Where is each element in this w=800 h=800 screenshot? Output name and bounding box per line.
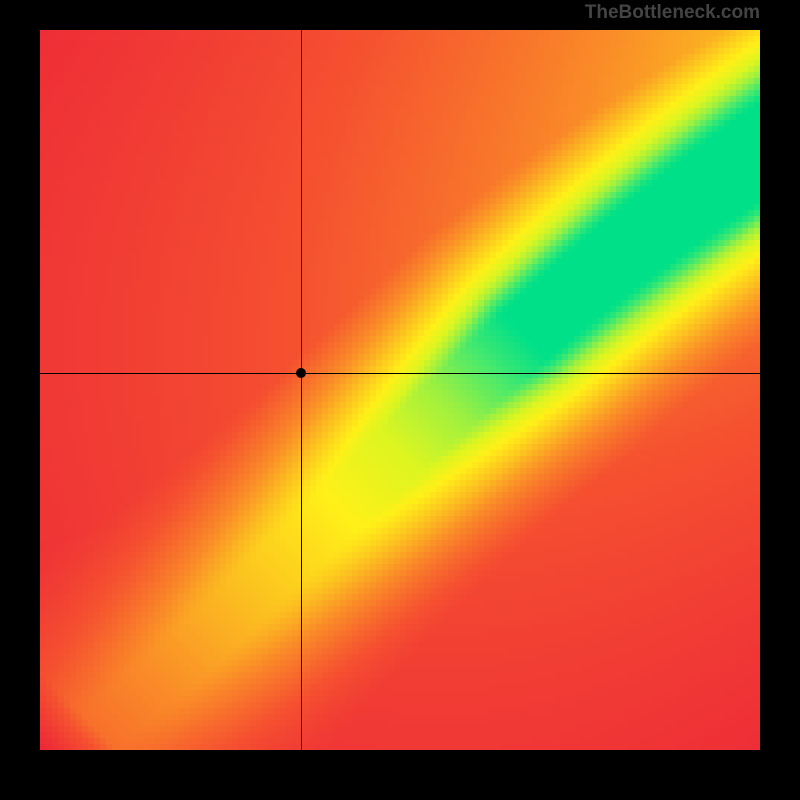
heatmap-canvas: [40, 30, 760, 750]
crosshair-horizontal: [40, 373, 760, 374]
watermark-text: TheBottleneck.com: [585, 2, 760, 24]
crosshair-vertical: [301, 30, 302, 750]
crosshair-marker: [296, 368, 306, 378]
heatmap-chart: [40, 30, 760, 750]
